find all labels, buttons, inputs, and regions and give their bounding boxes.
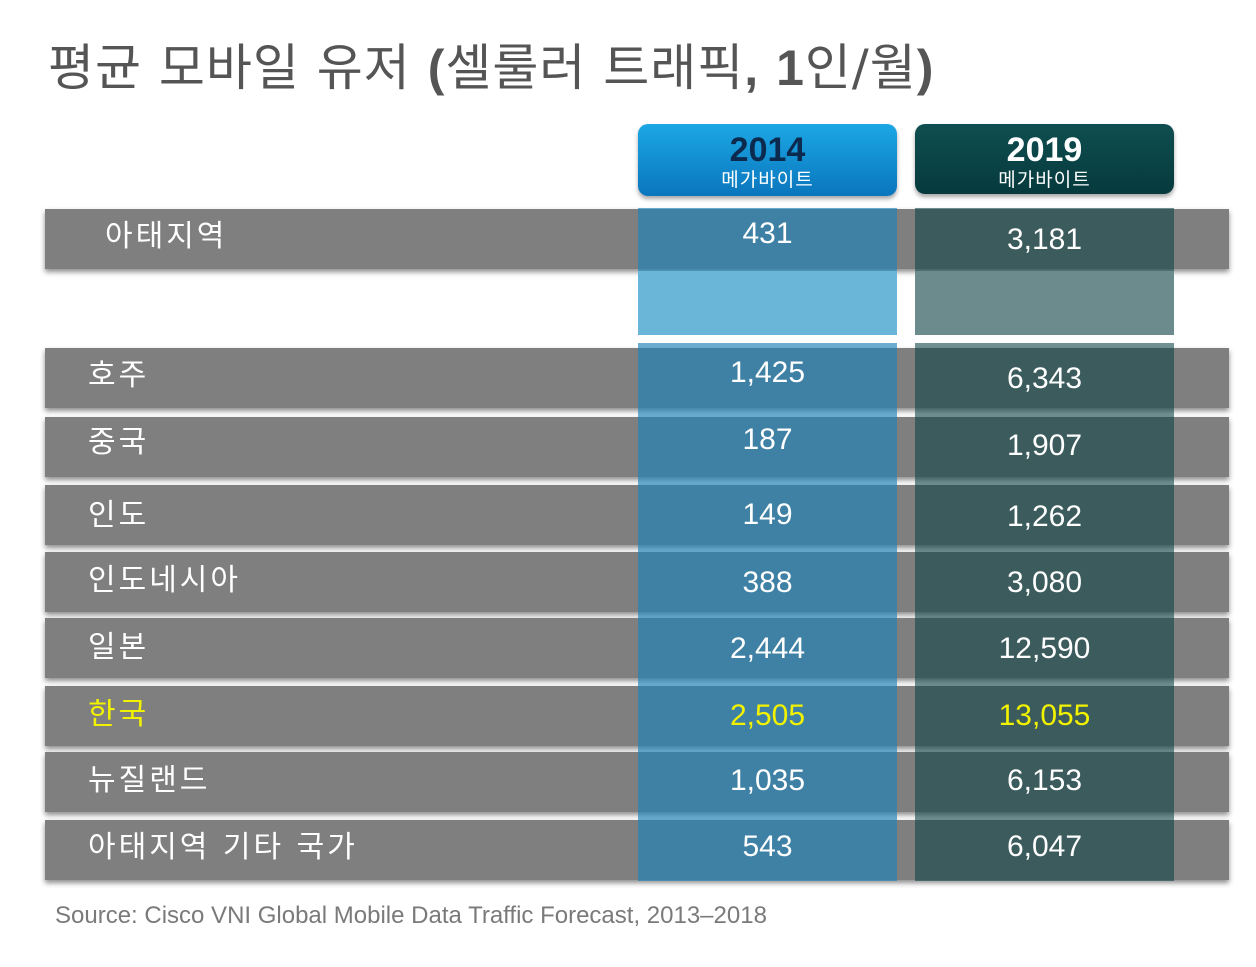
source-note: Source: Cisco VNI Global Mobile Data Tra… — [55, 902, 767, 929]
value-cell-2019: 1,907 — [1006, 429, 1083, 462]
row-label: 일본 — [88, 630, 150, 665]
row-label: 아태지역 기타 국가 — [88, 830, 358, 865]
title-paren-text: 셀룰러 트래픽 — [445, 39, 745, 97]
value-cell-2014: 388 — [742, 566, 793, 599]
value-cell-2019: 6,153 — [1006, 764, 1083, 797]
title-per-suffix: 인/월 — [804, 39, 917, 97]
value-cell-2019: 13,055 — [998, 699, 1091, 732]
column-2019-block — [915, 343, 1174, 881]
column-2019-top-block — [915, 208, 1174, 271]
value-cell-2014: 2,444 — [729, 632, 806, 665]
column-unit: 메가바이트 — [998, 169, 1091, 191]
title-per-prefix: 1 — [776, 40, 805, 96]
title-comma: , — [744, 40, 760, 96]
column-2014-top-block — [638, 208, 897, 271]
column-2014-block — [638, 343, 897, 881]
row-label: 인도 — [88, 498, 150, 533]
page-title: 평균 모바일 유저 (셀룰러 트래픽, 1인/월) — [48, 28, 934, 100]
value-cell-2019: 12,590 — [998, 632, 1091, 665]
value-cell-2019: 1,262 — [1006, 500, 1083, 533]
row-label: 호주 — [88, 358, 150, 393]
row-label: 인도네시아 — [88, 563, 241, 598]
column-year: 2014 — [729, 131, 806, 169]
value-cell-2019: 3,080 — [1006, 566, 1083, 599]
column-year: 2019 — [1006, 131, 1083, 169]
value-cell-2019: 6,343 — [1006, 362, 1083, 395]
row-label: 아태지역 — [105, 219, 228, 254]
column-unit: 메가바이트 — [721, 169, 814, 191]
value-cell-2014: 1,425 — [729, 356, 806, 389]
column-header-2014: 2014 메가바이트 — [638, 124, 897, 196]
value-cell-2014: 543 — [742, 830, 793, 863]
value-cell-2019: 3,181 — [1006, 223, 1083, 256]
value-cell-2014: 187 — [742, 423, 793, 456]
row-label: 한국 — [88, 697, 150, 732]
column-2014-spacer — [638, 271, 897, 335]
value-cell-2019: 6,047 — [1006, 830, 1083, 863]
value-cell-2014: 431 — [742, 217, 793, 250]
title-paren-close: ) — [916, 40, 935, 96]
value-cell-2014: 149 — [742, 498, 793, 531]
column-header-2019: 2019 메가바이트 — [915, 124, 1174, 194]
row-label: 뉴질랜드 — [88, 763, 211, 798]
value-cell-2014: 2,505 — [729, 699, 806, 732]
value-cell-2014: 1,035 — [729, 764, 806, 797]
title-main: 평균 모바일 유저 — [48, 39, 411, 97]
row-label: 중국 — [88, 425, 150, 460]
title-paren-open: ( — [427, 40, 446, 96]
column-2019-spacer — [915, 271, 1174, 335]
